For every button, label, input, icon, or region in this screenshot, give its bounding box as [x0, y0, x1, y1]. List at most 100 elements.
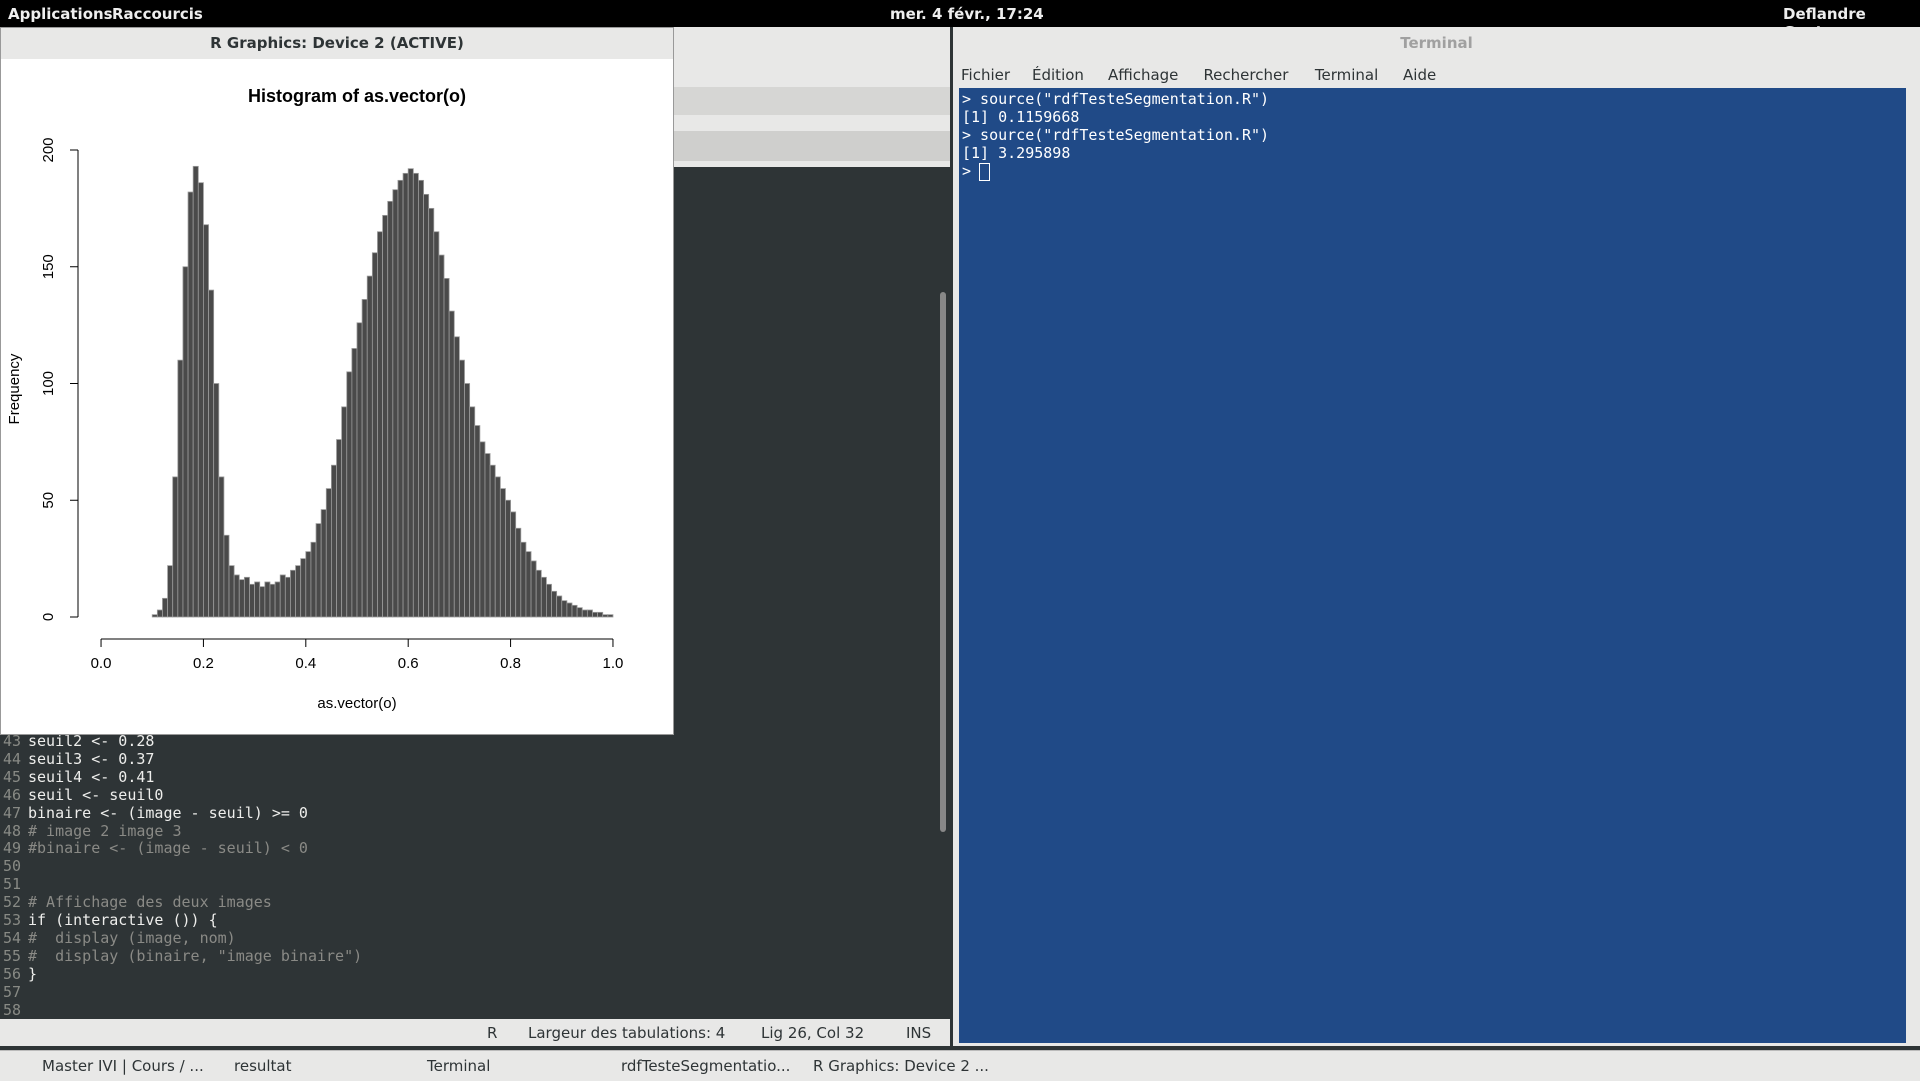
scroll-thumb[interactable] — [940, 292, 946, 832]
bar — [520, 541, 527, 618]
terminal-line: [1] 0.1159668 — [962, 108, 1080, 126]
menu-item[interactable]: Fichier — [961, 66, 1011, 84]
bar — [361, 299, 368, 618]
bar — [192, 165, 199, 618]
bar — [464, 383, 471, 618]
top-bar: Applications Raccourcis mer. 4 févr., 17… — [0, 0, 1920, 41]
line-number: 55 — [3, 946, 22, 965]
bar — [510, 511, 517, 618]
shortcuts-menu[interactable]: Raccourcis — [112, 5, 203, 23]
bar — [602, 614, 609, 618]
bar — [366, 275, 373, 618]
bar — [177, 359, 184, 618]
bar — [341, 406, 348, 618]
bar — [453, 336, 460, 618]
bar — [187, 191, 194, 618]
bar — [259, 586, 266, 618]
bar — [443, 278, 450, 618]
editor-tabs — [674, 131, 950, 161]
x-tick-label: 0.6 — [398, 655, 419, 672]
editor-toolbar — [674, 87, 950, 115]
bar — [397, 179, 404, 618]
bar — [556, 595, 563, 618]
editor-status: R Largeur des tabulations: 4 Lig 26, Col… — [0, 1019, 950, 1046]
x-tick-label: 0.8 — [500, 655, 521, 672]
bar — [208, 289, 215, 618]
line-number: 52 — [3, 893, 22, 912]
bar — [412, 172, 419, 618]
bar — [479, 441, 486, 618]
bar — [392, 189, 399, 618]
bar — [320, 509, 327, 618]
task-button[interactable]: rdfTesteSegmentatio... — [621, 1057, 791, 1075]
bar — [474, 425, 481, 618]
bar — [346, 371, 353, 618]
line-number: 46 — [3, 785, 22, 804]
y-tick-label: 50 — [40, 492, 57, 509]
terminal-body[interactable]: > source("rdfTesteSegmentation.R") [1] 0.… — [959, 88, 1906, 1043]
y-tick-label: 100 — [40, 371, 57, 396]
window-title: R Graphics: Device 2 (ACTIVE) — [1, 28, 673, 59]
line-number: 58 — [3, 1000, 22, 1019]
task-button[interactable]: Terminal — [427, 1057, 491, 1075]
bar — [566, 602, 573, 618]
bar — [423, 193, 430, 618]
menu-item[interactable]: Affichage — [1107, 66, 1179, 84]
language[interactable]: R — [487, 1024, 498, 1042]
bar — [228, 565, 235, 618]
bar — [151, 614, 158, 618]
bar — [494, 476, 501, 618]
bar — [505, 499, 511, 618]
terminal-line: > source("rdfTesteSegmentation.R") — [962, 126, 1270, 144]
menu-bar: Fichier Édition Affichage Rechercher Termina… — [953, 60, 1920, 88]
bar — [264, 581, 271, 618]
code-text: seuil4 <- 0.41 — [28, 767, 155, 786]
bar — [592, 611, 599, 618]
bar — [238, 579, 245, 618]
bar — [371, 252, 378, 618]
code-text: # display (binaire, "image binaire") — [28, 946, 363, 965]
bar — [530, 560, 537, 618]
editor-scrollbar[interactable] — [936, 167, 950, 1019]
insert-mode: INS — [906, 1024, 932, 1042]
bar — [581, 609, 588, 618]
bar — [284, 576, 291, 618]
applications-menu[interactable]: Applications — [8, 5, 113, 23]
task-button[interactable]: resultat — [234, 1057, 292, 1075]
terminal-window: Terminal Fichier Édition Affichage Recherch… — [953, 27, 1920, 1046]
bar — [428, 207, 435, 618]
x-tick-label: 0.4 — [295, 655, 316, 672]
bar — [213, 383, 220, 618]
line-number: 54 — [3, 928, 22, 947]
code-text: seuil <- seuil0 — [28, 785, 164, 804]
bar — [310, 541, 317, 618]
bar — [233, 574, 240, 618]
bar — [351, 348, 358, 618]
bar — [331, 464, 337, 618]
line-number: 57 — [3, 982, 22, 1001]
menu-item[interactable]: Terminal — [1314, 66, 1379, 84]
line-number: 56 — [3, 964, 22, 983]
code-text: binaire <- (image - seuil) >= 0 — [28, 803, 308, 822]
code-text: # Affichage des deux images — [28, 893, 272, 912]
bar — [377, 231, 383, 618]
cursor-position: Lig 26, Col 32 — [761, 1024, 865, 1042]
menu-item[interactable]: Édition — [1032, 66, 1084, 84]
terminal-line: > — [962, 162, 972, 180]
x-tick-label: 0.2 — [193, 655, 214, 672]
code-text: seuil3 <- 0.37 — [28, 749, 155, 768]
menu-item[interactable]: Rechercher — [1203, 66, 1289, 84]
task-button[interactable]: Master IVI | Cours / ... — [42, 1057, 204, 1075]
bar — [269, 583, 276, 618]
bar — [203, 224, 209, 618]
terminal-line: [1] 3.295898 — [962, 144, 1071, 162]
code-text: if (interactive ()) { — [28, 911, 218, 929]
terminal-line: > source("rdfTesteSegmentation.R") — [962, 90, 1270, 108]
bar — [156, 609, 163, 618]
task-button[interactable]: R Graphics: Device 2 ... — [813, 1057, 989, 1075]
menu-item[interactable]: Aide — [1403, 66, 1437, 84]
tab-width[interactable]: Largeur des tabulations: 4 — [528, 1024, 726, 1042]
chart: Histogram of as.vector(o) as.vector(o) Fre… — [6, 86, 623, 712]
clock[interactable]: mer. 4 févr., 17:24 — [890, 5, 1044, 23]
bar — [433, 231, 440, 618]
